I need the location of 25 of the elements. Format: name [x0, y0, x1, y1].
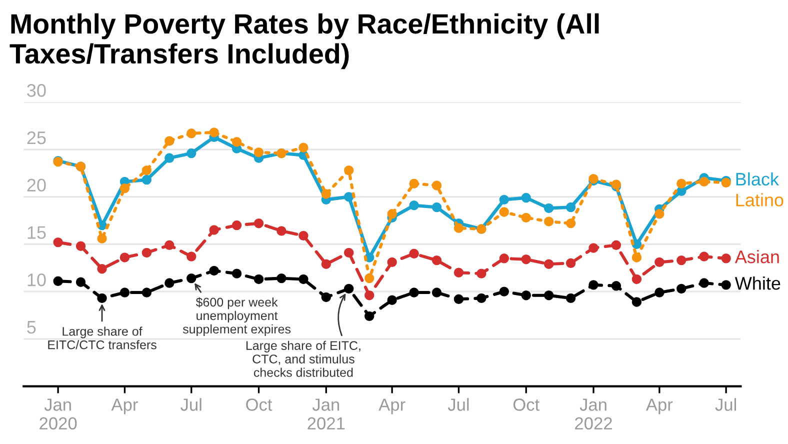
annotation: Large share of EITC/CTC transfers — [48, 326, 156, 350]
x-tick-label: Oct — [246, 398, 272, 411]
annotation: Large share of EITC, CTC, and stimulus checks distributed — [246, 340, 360, 377]
series-label: Asian — [734, 250, 779, 264]
x-tick-label: Jul — [180, 398, 202, 411]
y-tick-label: 25 — [27, 131, 46, 144]
x-tick-label: Apr — [378, 398, 406, 414]
x-tick-label: Jul — [715, 398, 736, 411]
y-tick-label: 30 — [27, 84, 46, 97]
x-tick-label: Jul — [448, 398, 469, 411]
x-tick-label: Apr — [111, 398, 138, 414]
x-tick-label: Oct — [513, 398, 540, 411]
y-tick-label: 15 — [28, 226, 46, 239]
series-label: White — [734, 276, 780, 290]
x-tick-label: Apr — [646, 398, 673, 414]
series-label: Black — [736, 172, 780, 186]
annotation: $600 per week unemployment supplement expires — [182, 297, 291, 336]
x-tick-label: Jan 2022 — [575, 398, 612, 430]
x-tick-label: Jan 2020 — [40, 398, 77, 430]
chart-title: Monthly Poverty Rates by Race/Ethnicity (All Taxes/Transfers Included) — [10, 13, 599, 70]
x-tick-label: Jan 2021 — [308, 398, 345, 430]
y-tick-label: 5 — [27, 321, 36, 334]
series-label: Latino — [736, 193, 784, 206]
y-tick-label: 20 — [27, 178, 46, 192]
y-tick-label: 10 — [28, 273, 46, 286]
